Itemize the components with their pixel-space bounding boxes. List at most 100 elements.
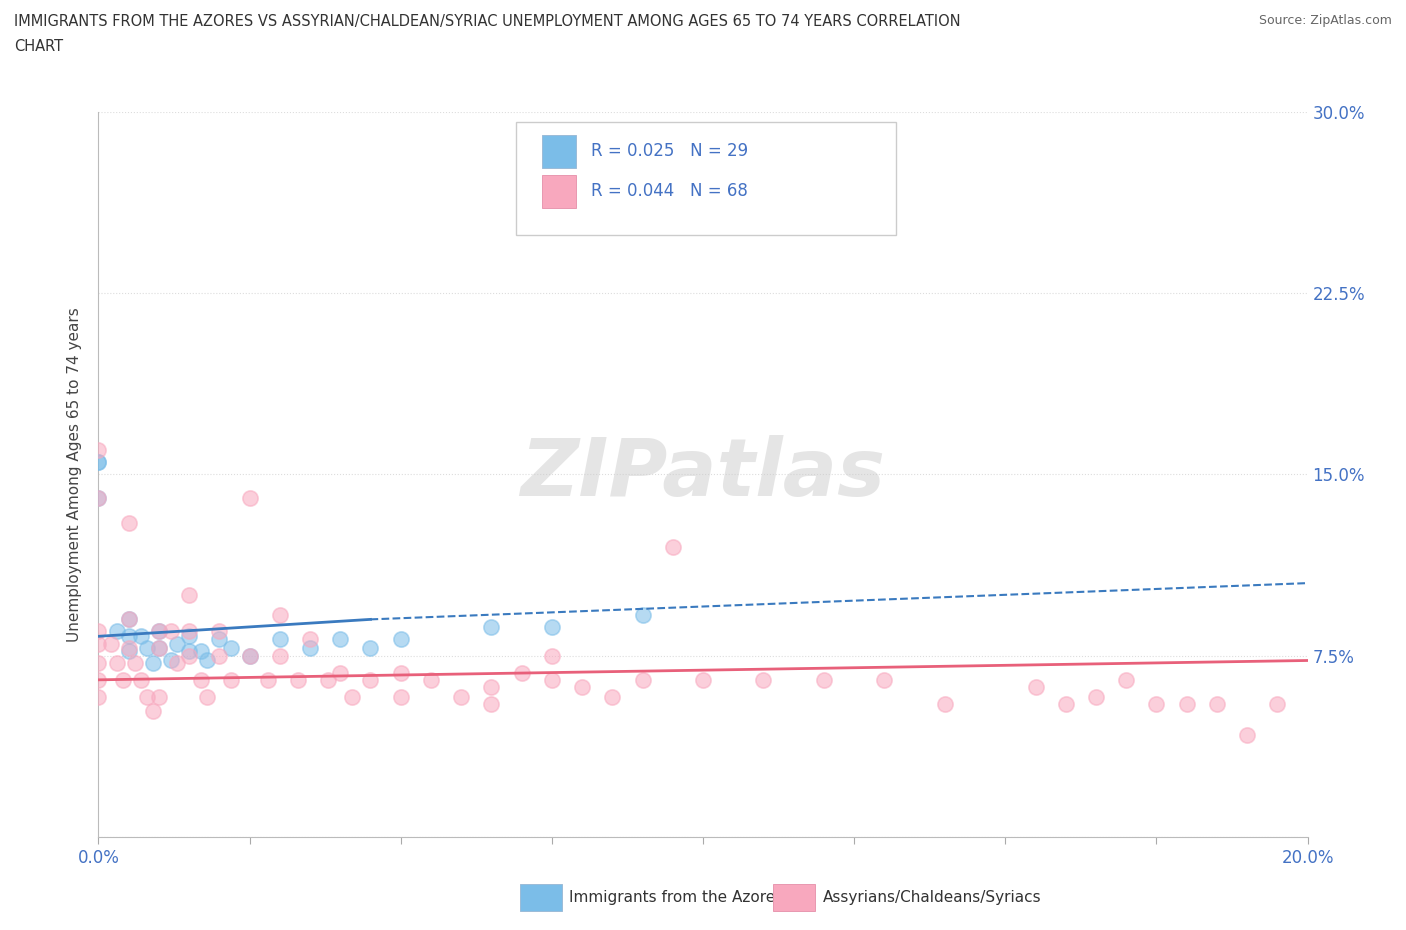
Point [481,619,503,634]
Point [124,656,146,671]
Point [179,648,201,663]
Point [692,672,714,687]
Point [360,641,382,656]
Point [510,665,533,680]
Point [87,491,110,506]
Point [1054,697,1077,711]
Point [1024,680,1046,695]
Point [631,607,654,622]
Point [148,641,170,656]
Point [179,629,201,644]
Point [540,619,562,634]
Point [1115,672,1137,687]
Point [111,672,134,687]
Text: Assyrians/Chaldeans/Syriacs: Assyrians/Chaldeans/Syriacs [823,890,1040,905]
Point [269,648,291,663]
Point [540,648,562,663]
Point [420,672,443,687]
Point [360,672,382,687]
Point [148,641,170,656]
Point [221,641,243,656]
Point [299,641,322,656]
Point [269,607,291,622]
Point [129,672,152,687]
Point [316,672,339,687]
Point [87,455,110,470]
Point [190,672,212,687]
Point [329,631,352,646]
Point [389,665,412,680]
Point [662,539,685,554]
Point [105,656,128,671]
Point [1175,697,1198,711]
Point [1236,728,1258,743]
Point [813,672,835,687]
Point [87,455,110,470]
Point [87,491,110,506]
Point [208,624,231,639]
Point [118,612,141,627]
Point [179,644,201,658]
Bar [543,135,576,167]
Point [179,588,201,603]
Point [221,672,243,687]
Point [342,689,364,704]
Point [239,648,262,663]
Text: Source: ZipAtlas.com: Source: ZipAtlas.com [1258,14,1392,27]
Text: Immigrants from the Azores: Immigrants from the Azores [569,890,783,905]
FancyBboxPatch shape [516,123,897,235]
Bar [543,175,576,207]
Point [389,631,412,646]
Point [87,672,110,687]
Point [934,697,956,711]
Point [160,624,183,639]
Point [389,689,412,704]
Point [631,672,654,687]
Point [208,648,231,663]
Point [118,612,141,627]
Point [873,672,896,687]
Point [299,631,322,646]
Point [87,624,110,639]
Point [540,672,562,687]
Point [118,641,141,656]
Point [1085,689,1108,704]
Point [239,491,262,506]
Point [481,680,503,695]
Text: R = 0.044   N = 68: R = 0.044 N = 68 [591,182,748,200]
Point [142,656,165,671]
Point [195,653,218,668]
Point [87,443,110,458]
Point [269,631,291,646]
Point [118,515,141,530]
Point [195,689,218,704]
Point [190,644,212,658]
Point [135,689,157,704]
Point [160,653,183,668]
Point [602,689,624,704]
Point [752,672,775,687]
Point [118,629,141,644]
Point [87,636,110,651]
Point [481,697,503,711]
Point [129,629,152,644]
Y-axis label: Unemployment Among Ages 65 to 74 years: Unemployment Among Ages 65 to 74 years [67,307,83,642]
Point [239,648,262,663]
Point [208,631,231,646]
Text: CHART: CHART [14,39,63,54]
Point [87,656,110,671]
Point [179,624,201,639]
Text: ZIPatlas: ZIPatlas [520,435,886,513]
Point [148,624,170,639]
Point [148,624,170,639]
Point [1144,697,1167,711]
Point [571,680,593,695]
Point [100,636,122,651]
Point [450,689,472,704]
Point [329,665,352,680]
Point [135,641,157,656]
Point [287,672,309,687]
Point [118,644,141,658]
Point [256,672,278,687]
Point [166,656,188,671]
